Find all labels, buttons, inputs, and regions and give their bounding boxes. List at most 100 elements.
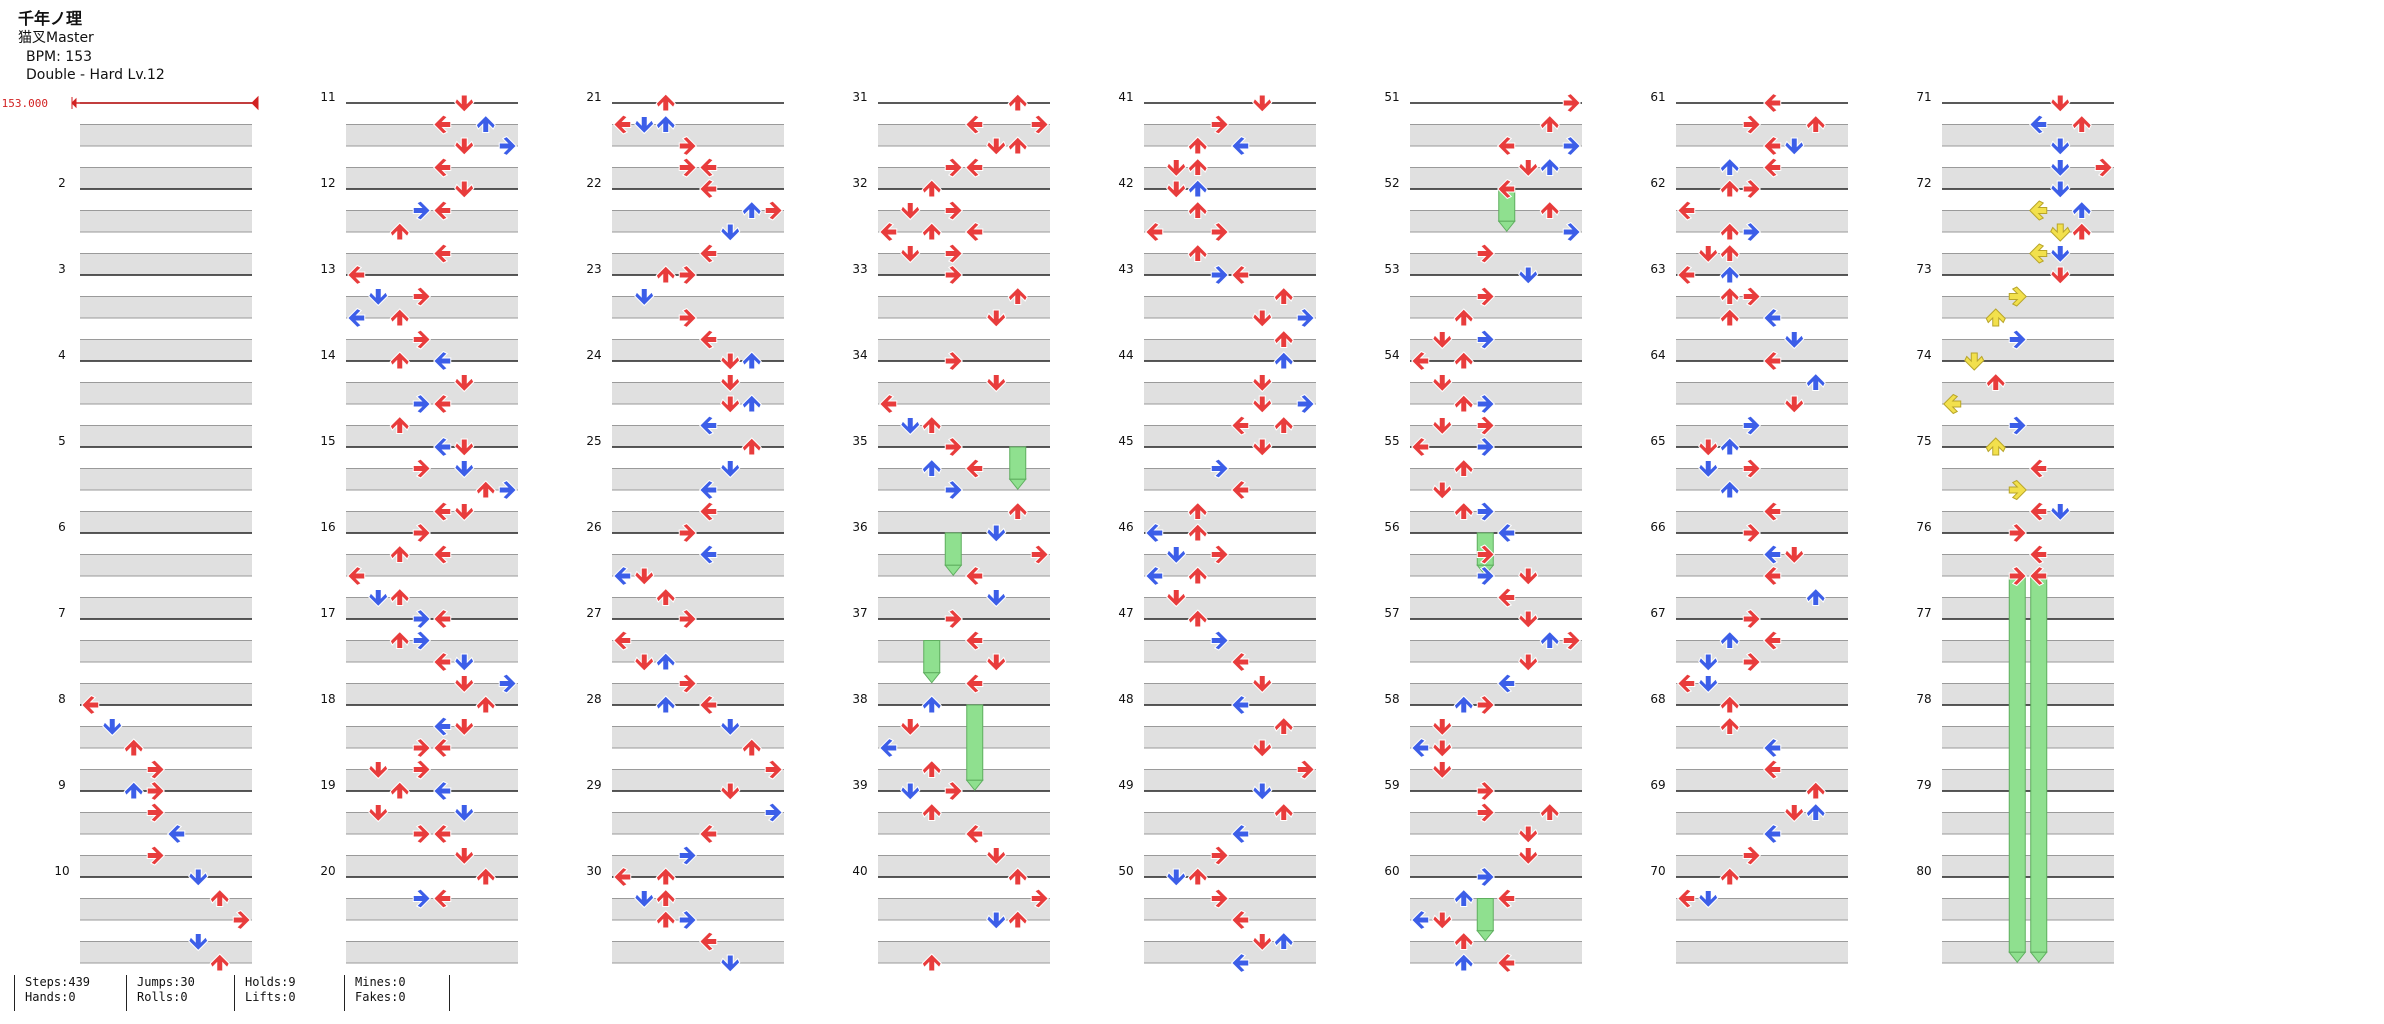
arrow-note-left: [433, 200, 452, 221]
beat-band: [1410, 726, 1582, 748]
arrow-note-up: [1187, 566, 1208, 585]
arrow-note-up: [655, 695, 676, 714]
arrow-note-down: [454, 374, 475, 393]
beat-band: [80, 769, 252, 791]
arrow-note-left: [613, 866, 632, 888]
measure-number: 66: [1650, 520, 1665, 534]
measure-number: 71: [1916, 90, 1931, 104]
arrow-note-right: [1476, 501, 1495, 522]
arrow-note-down: [634, 567, 655, 586]
arrow-note-up: [741, 351, 762, 370]
arrow-note-down: [454, 460, 475, 479]
measure-number: 73: [1916, 262, 1931, 276]
beat-band: [1942, 511, 2114, 533]
beat-band: [1942, 554, 2114, 576]
arrow-note-left: [1497, 522, 1516, 544]
arrow-note-left: [433, 608, 452, 630]
arrow-note-right: [678, 909, 697, 931]
arrow-note-up: [1805, 802, 1826, 821]
arrow-note-left: [167, 823, 186, 845]
beat-band: [1942, 296, 2114, 318]
arrow-note-down: [2050, 180, 2071, 199]
arrow-note-left: [1411, 436, 1430, 458]
arrow-note-right: [2008, 565, 2027, 587]
beat-band: [80, 812, 252, 834]
arrow-note-left: [433, 888, 452, 909]
arrow-note-up: [1719, 480, 1740, 499]
beat-band: [1676, 812, 1848, 834]
arrow-note-down: [1784, 331, 1805, 350]
beat-band: [612, 210, 784, 232]
arrow-note-up: [123, 781, 144, 800]
hold-body: [2030, 575, 2048, 953]
beat-band: [346, 855, 518, 877]
measure-number: 32: [852, 176, 867, 190]
beat-band: [1410, 554, 1582, 576]
arrow-note-down: [454, 718, 475, 737]
beat-band: [1410, 941, 1582, 963]
beat-band: [612, 683, 784, 705]
beat-band: [1676, 511, 1848, 533]
arrow-note-left: [1231, 823, 1250, 845]
beat-band: [878, 210, 1050, 232]
beat-band: [1942, 683, 2114, 705]
beat-band: [346, 941, 518, 963]
song-title: 千年ノ理: [18, 9, 83, 28]
arrow-note-right: [412, 522, 431, 544]
arrow-note-up: [1453, 953, 1474, 972]
arrow-note-down: [1432, 911, 1453, 930]
beat-band: [1144, 941, 1316, 963]
measure-number: 53: [1384, 262, 1399, 276]
beat-band: [80, 855, 252, 877]
beat-band: [878, 554, 1050, 576]
arrow-note-down: [1166, 180, 1187, 199]
arrow-note-down: [1698, 890, 1719, 909]
arrow-note-right: [1562, 135, 1581, 157]
beat-band: [1144, 382, 1316, 404]
arrow-note-right: [412, 286, 431, 307]
arrow-note-right: [944, 436, 963, 458]
beat-band: [80, 296, 252, 318]
arrow-note-right: [412, 458, 431, 479]
arrow-note-down: [720, 460, 741, 479]
measure-number: 72: [1916, 176, 1931, 190]
beat-band: [1144, 726, 1316, 748]
arrow-note-right: [678, 135, 697, 157]
beat-band: [346, 339, 518, 361]
arrow-note-up: [475, 695, 496, 714]
beat-band: [1676, 210, 1848, 232]
arrow-note-left: [879, 737, 898, 759]
arrow-note-down: [368, 804, 389, 823]
arrow-note-right: [1476, 694, 1495, 716]
arrow-note-right: [944, 608, 963, 630]
hold-tail: [1476, 930, 1495, 942]
arrow-note-down: [368, 761, 389, 780]
arrow-note-left: [1763, 759, 1782, 780]
arrow-note-right: [944, 243, 963, 264]
beat-band: [1676, 339, 1848, 361]
arrow-note-right: [2008, 329, 2027, 350]
arrow-note-up: [1453, 501, 1474, 520]
arrow-note-right: [1030, 888, 1049, 909]
arrow-note-down: [1518, 847, 1539, 866]
measure-number: 8: [58, 692, 66, 706]
beat-band: [346, 640, 518, 662]
arrow-note-down: [900, 718, 921, 737]
arrow-note-right: [2008, 286, 2027, 307]
arrow-note-down: [454, 804, 475, 823]
beat-band: [1676, 382, 1848, 404]
arrow-note-down: [1166, 546, 1187, 565]
arrow-note-left: [1677, 673, 1696, 694]
arrow-note-left: [1763, 135, 1782, 157]
beat-band: [878, 812, 1050, 834]
arrow-note-right: [2008, 522, 2027, 544]
measure-number: 5: [58, 434, 66, 448]
arrow-note-down: [986, 137, 1007, 156]
arrow-note-right: [232, 909, 251, 931]
arrow-note-right: [1210, 114, 1229, 135]
arrow-note-down: [1432, 761, 1453, 780]
song-artist: 猫叉Master: [18, 30, 94, 46]
arrow-note-down: [1166, 868, 1187, 887]
arrow-note-down: [2050, 503, 2071, 522]
measure-number: 31: [852, 90, 867, 104]
